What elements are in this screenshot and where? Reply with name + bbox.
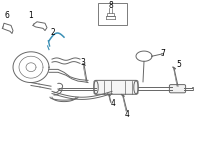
Text: 1: 1: [29, 11, 33, 20]
Text: 6: 6: [5, 11, 9, 20]
Text: 7: 7: [161, 49, 165, 58]
FancyBboxPatch shape: [98, 4, 127, 25]
Text: 3: 3: [81, 58, 85, 67]
Text: 5: 5: [177, 60, 181, 69]
Text: 2: 2: [51, 27, 55, 36]
FancyBboxPatch shape: [94, 80, 138, 94]
Text: 4: 4: [111, 99, 115, 108]
Text: 8: 8: [109, 1, 113, 10]
FancyBboxPatch shape: [169, 85, 186, 93]
FancyBboxPatch shape: [107, 13, 114, 16]
Text: 4: 4: [125, 110, 129, 118]
